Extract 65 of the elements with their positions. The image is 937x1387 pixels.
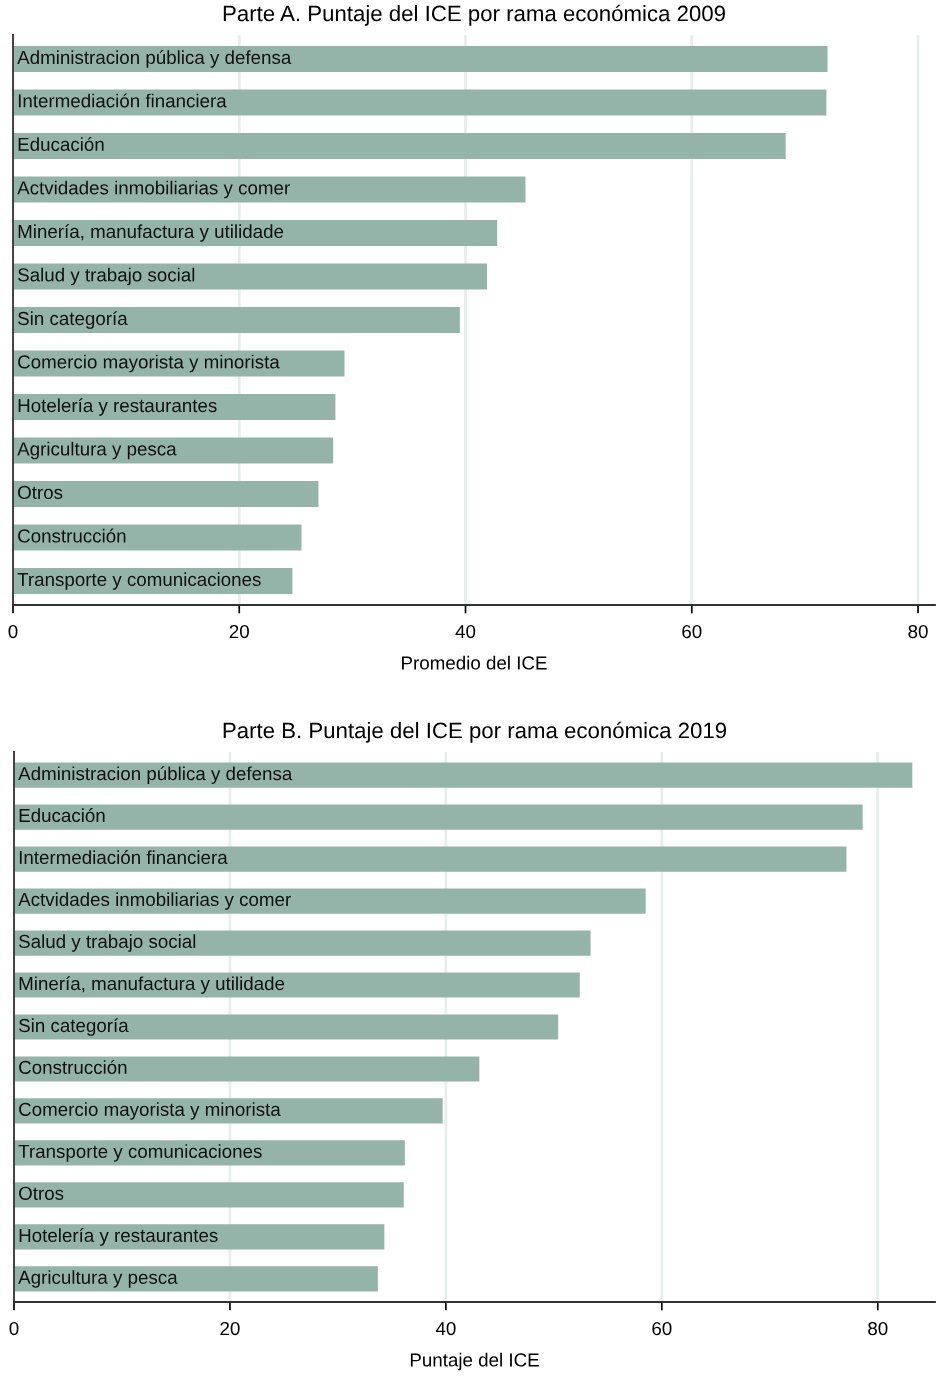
- bar: [13, 132, 786, 160]
- y-tick-label: Otros: [19, 1186, 64, 1200]
- bar: [13, 219, 498, 247]
- x-tick-label: 80: [908, 624, 928, 639]
- y-tick-label: Otros: [18, 485, 63, 500]
- bar: [14, 762, 913, 788]
- bar: [14, 804, 863, 830]
- y-tick-label: Construcción: [19, 1060, 127, 1075]
- bar: [14, 1098, 443, 1124]
- y-tick-label: Intermediación financiera: [19, 850, 228, 865]
- bar: [13, 350, 345, 377]
- y-tick-label: Salud y trabajo social: [19, 934, 196, 952]
- x-tick-label: 60: [652, 1321, 672, 1336]
- y-tick-label: Intermediación financiera: [18, 93, 227, 108]
- y-tick-label: Comercio mayorista y minorista: [19, 1102, 281, 1120]
- bar: [13, 176, 526, 203]
- y-tick-label: Educación: [19, 808, 105, 823]
- bar: [13, 393, 336, 421]
- y-tick-label: Administracion pública y defensa: [18, 766, 293, 784]
- y-tick-label: Sin categoría: [18, 311, 128, 329]
- y-tick-label: Transporte y comunicaciones: [18, 1144, 262, 1162]
- x-tick-label: 20: [229, 624, 249, 639]
- bar: [14, 1140, 405, 1166]
- y-tick-label: Educación: [18, 137, 104, 151]
- x-axis-title: Promedio del ICE: [402, 655, 547, 670]
- x-tick-label: 0: [9, 1321, 19, 1336]
- y-tick-label: Agricultura y pesca: [18, 1270, 178, 1288]
- bar: [13, 263, 488, 290]
- x-tick-label: 0: [8, 624, 18, 639]
- bar: [13, 306, 460, 334]
- y-tick-label: Transporte y comunicaciones: [17, 572, 261, 590]
- y-tick-label: Administracion pública y defensa: [17, 50, 292, 68]
- x-tick-label: 40: [455, 624, 476, 639]
- y-tick-label: Sin categoría: [19, 1018, 129, 1036]
- bar: [13, 480, 319, 508]
- bar: [14, 888, 646, 914]
- x-axis-title: Puntaje del ICE: [410, 1352, 539, 1371]
- bar: [14, 1014, 559, 1040]
- y-tick-label: Salud y trabajo social: [18, 267, 195, 286]
- x-tick-label: 20: [220, 1321, 240, 1336]
- y-tick-label: Agricultura y pesca: [17, 441, 177, 460]
- x-tick-label: 60: [682, 624, 702, 639]
- y-tick-label: Hotelería y restaurantes: [19, 1228, 218, 1246]
- bar: [14, 1224, 385, 1250]
- bar: [14, 1182, 404, 1208]
- chart-title: Parte A. Puntaje del ICE por rama económica 2009: [223, 4, 725, 26]
- bar: [13, 45, 828, 72]
- y-tick-label: Hotelería y restaurantes: [18, 398, 217, 416]
- bar: [14, 930, 591, 956]
- bar: [13, 437, 334, 464]
- y-tick-label: Minería, manufactura y utilidade: [18, 224, 284, 242]
- bar: [13, 89, 827, 116]
- x-tick-label: 40: [435, 1321, 456, 1336]
- y-tick-label: Construcción: [18, 528, 126, 543]
- bar: [14, 972, 580, 998]
- bar: [14, 1266, 378, 1292]
- x-tick-label: 80: [868, 1321, 888, 1336]
- y-tick-label: Comercio mayorista y minorista: [18, 354, 280, 373]
- bar: [13, 524, 302, 551]
- chart-title: Parte B. Puntaje del ICE por rama económica 2019: [223, 721, 727, 743]
- y-tick-label: Minería, manufactura y utilidade: [19, 976, 285, 994]
- bar: [14, 1056, 480, 1082]
- bar: [14, 846, 847, 872]
- y-tick-label: Actvidades inmobiliarias y comer: [18, 892, 291, 910]
- y-tick-label: Actvidades inmobiliarias y comer: [17, 180, 290, 199]
